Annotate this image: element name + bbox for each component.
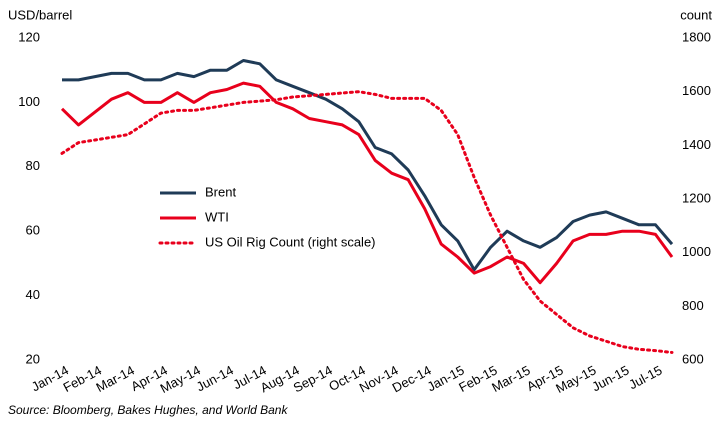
y-tick-label: 60 <box>26 223 40 238</box>
legend-label: Brent <box>205 184 236 199</box>
x-tick-label: Jun-14 <box>194 362 236 394</box>
y-tick-label: 80 <box>26 158 40 173</box>
x-tick-label: Jul-15 <box>626 362 664 392</box>
series-line <box>60 90 674 354</box>
y2-tick-label: 1600 <box>682 83 711 98</box>
legend-label: WTI <box>205 209 229 224</box>
y-tick-label: 120 <box>18 29 40 44</box>
legend-label: US Oil Rig Count (right scale) <box>205 234 376 249</box>
x-tick-label: Jun-15 <box>589 362 631 394</box>
y2-tick-label: 1800 <box>682 29 711 44</box>
y-axis-label: USD/barrel <box>8 7 72 22</box>
y2-tick-label: 1200 <box>682 190 711 205</box>
y2-tick-label: 800 <box>682 298 704 313</box>
y-tick-label: 100 <box>18 94 40 109</box>
y2-tick-label: 1400 <box>682 137 711 152</box>
y-tick-label: 20 <box>26 351 40 366</box>
series-line <box>60 81 674 285</box>
y-tick-label: 40 <box>26 287 40 302</box>
y2-tick-label: 600 <box>682 351 704 366</box>
y2-tick-label: 1000 <box>682 244 711 259</box>
source-note: Source: Bloomberg, Bakes Hughes, and Wor… <box>8 403 288 417</box>
y2-axis-label: count <box>680 7 712 22</box>
series-line <box>62 59 674 272</box>
